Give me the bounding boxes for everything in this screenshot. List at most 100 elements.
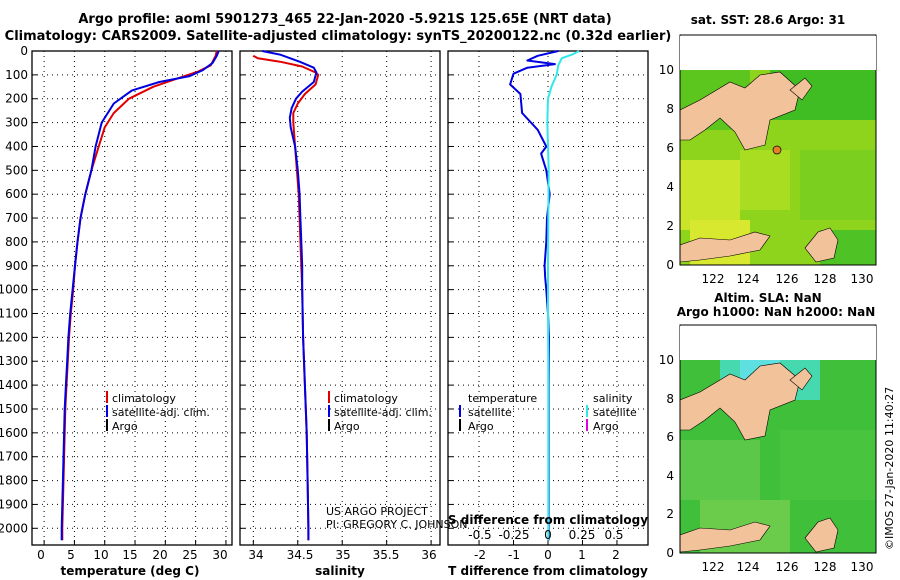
map-bottom-blank-band	[680, 326, 876, 360]
tick-label: 0	[544, 528, 552, 542]
legend-swatch-t-argo	[459, 419, 461, 431]
axis-ticks	[32, 50, 618, 545]
tick-label: 4	[666, 469, 674, 483]
legend-satellite: satellite-adj. clim.	[112, 406, 210, 419]
tick-label: 128	[814, 272, 837, 286]
difference-x-ticks: -2 -1 0 1 2	[474, 548, 620, 562]
tick-label: 0	[37, 548, 45, 562]
tick-label: 122	[702, 272, 725, 286]
tick-label: 15	[122, 548, 137, 562]
tick-label: 124	[737, 560, 760, 574]
depth-tick-label: 1100	[0, 307, 28, 321]
tick-label: 30	[212, 548, 227, 562]
depth-tick-label: 200	[5, 92, 28, 106]
series-line-climatology	[252, 54, 320, 541]
tick-label: 8	[666, 102, 674, 116]
tick-label: 124	[737, 272, 760, 286]
tick-label: 8	[666, 392, 674, 406]
s-difference-ticks: -0.5 -0.25 0 0.25 0.5	[468, 528, 623, 542]
tick-label: 0	[544, 548, 552, 562]
tick-label: 0	[666, 258, 674, 272]
map-top-blank-band	[680, 36, 876, 70]
tick-label: 4	[666, 180, 674, 194]
depth-tick-label: 1900	[0, 497, 28, 511]
map-bottom-title-1: Altim. SLA: NaN	[714, 291, 821, 305]
depth-tick-label: 900	[5, 259, 28, 273]
tick-label: 0.25	[569, 528, 596, 542]
depth-tick-label: 600	[5, 187, 28, 201]
map-top-title: sat. SST: 28.6 Argo: 31	[691, 13, 845, 27]
legend-argo: Argo	[334, 420, 360, 433]
legend-swatch-t-satellite	[459, 405, 461, 417]
depth-tick-label: 100	[5, 68, 28, 82]
depth-tick-label: 400	[5, 139, 28, 153]
sla-patch	[780, 430, 876, 500]
tick-label: 6	[666, 430, 674, 444]
depth-tick-label: 1000	[0, 283, 28, 297]
legend-t-argo: Argo	[468, 420, 494, 433]
salinity-x-label: salinity	[315, 564, 365, 578]
series-line-satellite-adj-clim-	[60, 50, 220, 541]
land-mass	[680, 71, 801, 151]
tick-label: 35.5	[373, 548, 400, 562]
tick-label: 130	[851, 272, 874, 286]
sla-patch	[680, 440, 760, 500]
legend-swatch-argo	[106, 419, 108, 431]
sst-map	[680, 70, 876, 265]
legend-t-satellite: satellite	[468, 406, 512, 419]
sst-patch	[740, 150, 790, 210]
depth-tick-labels: 0 100 200 300 400 500 600 700 800 900 1000 1100 1200…	[0, 44, 28, 535]
salinity-x-ticks: 34 34.5 35 35.5 36	[248, 548, 436, 562]
tick-label: -0.5	[468, 528, 491, 542]
title-line-1: Argo profile: aoml 5901273_465 22-Jan-20…	[78, 12, 611, 27]
depth-tick-label: 1400	[0, 378, 28, 392]
legend-swatch-satellite	[328, 405, 330, 417]
tick-label: 10	[659, 353, 674, 367]
tick-label: 126	[776, 560, 799, 574]
legend-s-argo: Argo	[593, 420, 619, 433]
series-line-salinity-satellite	[546, 50, 580, 541]
legend-temperature-heading: temperature	[468, 392, 537, 405]
tick-label: 35	[335, 548, 350, 562]
s-difference-label: S difference from climatology	[448, 513, 648, 527]
tick-label: 36	[421, 548, 436, 562]
legend-climatology: climatology	[112, 392, 176, 405]
depth-tick-label: 300	[5, 116, 28, 130]
map-top-y-ticks: 0 2 4 6 8 10	[659, 63, 674, 272]
tick-label: 0.5	[604, 528, 623, 542]
title-line-2: Climatology: CARS2009. Satellite-adjuste…	[5, 29, 672, 44]
tick-label: 20	[152, 548, 167, 562]
land-mass	[680, 231, 771, 263]
depth-tick-label: 1300	[0, 354, 28, 368]
depth-tick-label: 800	[5, 235, 28, 249]
depth-tick-label: 700	[5, 211, 28, 225]
depth-tick-label: 1600	[0, 426, 28, 440]
legend-s-satellite: satellite	[593, 406, 637, 419]
tick-label: 2	[612, 548, 620, 562]
credit-line-2: PI: GREGORY C. JOHNSON	[326, 518, 467, 531]
map-bottom-frame	[679, 324, 877, 554]
temperature-legend: climatology satellite-adj. clim. Argo	[106, 391, 210, 433]
sst-patch	[680, 160, 740, 230]
legend-swatch-climatology	[106, 391, 108, 403]
depth-tick-label: 1200	[0, 330, 28, 344]
legend-climatology: climatology	[334, 392, 398, 405]
tick-label: 1	[578, 548, 586, 562]
land-mass	[680, 362, 801, 441]
land-mass	[804, 517, 839, 553]
tick-label: -1	[508, 548, 520, 562]
difference-x-label: T difference from climatology	[448, 564, 648, 578]
legend-swatch-s-argo	[586, 419, 588, 431]
tick-label: 25	[182, 548, 197, 562]
tick-label: 34	[248, 548, 263, 562]
dotted-grid	[32, 50, 648, 545]
map-bottom-title-2: Argo h1000: NaN h2000: NaN	[677, 305, 876, 319]
depth-tick-label: 1500	[0, 402, 28, 416]
depth-tick-label: 2000	[0, 521, 28, 535]
legend-satellite: satellite-adj. clim.	[334, 406, 432, 419]
series-line-climatology	[61, 50, 218, 541]
legend-swatch-argo	[328, 419, 330, 431]
legend-swatch-satellite	[106, 405, 108, 417]
depth-tick-label: 1700	[0, 450, 28, 464]
